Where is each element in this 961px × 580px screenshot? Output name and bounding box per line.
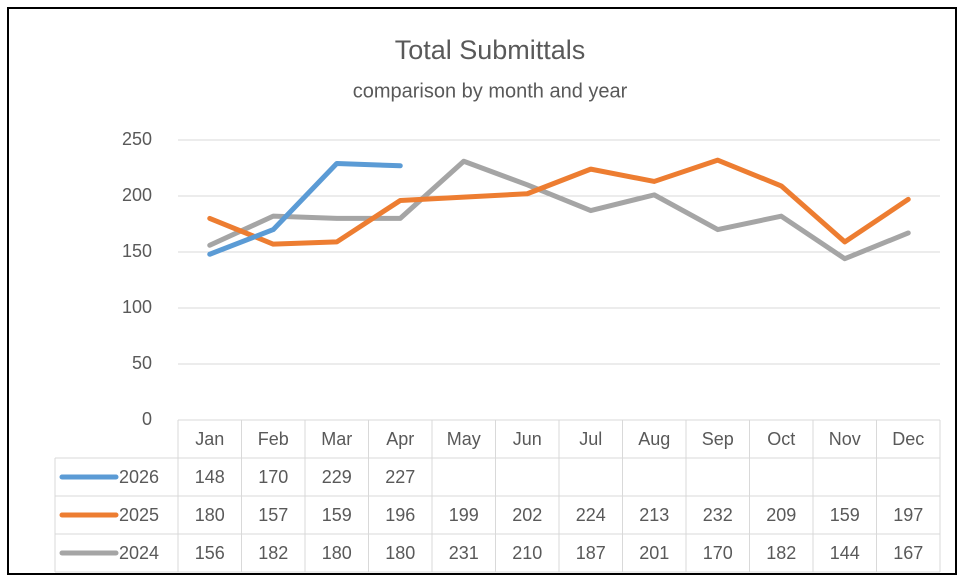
table-value: 199 bbox=[449, 505, 479, 525]
x-tick-label: Feb bbox=[258, 429, 289, 449]
table-value: 202 bbox=[512, 505, 542, 525]
table-value: 227 bbox=[385, 467, 415, 487]
y-tick-label: 150 bbox=[122, 241, 152, 261]
table-value: 156 bbox=[195, 543, 225, 563]
series-line bbox=[207, 161, 403, 257]
chart-title: Total Submittals bbox=[395, 35, 586, 65]
table-value: 144 bbox=[830, 543, 860, 563]
chart-border bbox=[7, 7, 957, 575]
x-tick-label: Dec bbox=[892, 429, 924, 449]
chart-subtitle: comparison by month and year bbox=[353, 80, 628, 102]
table-value: 180 bbox=[385, 543, 415, 563]
x-tick-label: May bbox=[447, 429, 481, 449]
table-value: 187 bbox=[576, 543, 606, 563]
table-value: 210 bbox=[512, 543, 542, 563]
table-value: 209 bbox=[766, 505, 796, 525]
y-tick-label: 100 bbox=[122, 297, 152, 317]
x-tick-label: Nov bbox=[829, 429, 861, 449]
table-value: 180 bbox=[195, 505, 225, 525]
table-value: 229 bbox=[322, 467, 352, 487]
table-value: 167 bbox=[893, 543, 923, 563]
table-value: 213 bbox=[639, 505, 669, 525]
x-tick-label: Mar bbox=[321, 429, 352, 449]
y-tick-label: 250 bbox=[122, 129, 152, 149]
table-value: 182 bbox=[766, 543, 796, 563]
series-line bbox=[207, 157, 911, 247]
y-tick-label: 0 bbox=[142, 409, 152, 429]
table-value: 182 bbox=[258, 543, 288, 563]
y-tick-label: 50 bbox=[132, 353, 152, 373]
table-value: 224 bbox=[576, 505, 606, 525]
legend-label: 2025 bbox=[119, 505, 159, 525]
x-tick-label: Jul bbox=[579, 429, 602, 449]
table-value: 197 bbox=[893, 505, 923, 525]
table-value: 148 bbox=[195, 467, 225, 487]
legend-label: 2026 bbox=[119, 467, 159, 487]
table-value: 159 bbox=[322, 505, 352, 525]
legend-label: 2024 bbox=[119, 543, 159, 563]
x-tick-label: Oct bbox=[767, 429, 795, 449]
table-value: 157 bbox=[258, 505, 288, 525]
table-value: 170 bbox=[258, 467, 288, 487]
x-tick-label: Jun bbox=[513, 429, 542, 449]
x-tick-label: Sep bbox=[702, 429, 734, 449]
x-tick-label: Aug bbox=[638, 429, 670, 449]
series-line bbox=[207, 158, 911, 262]
table-value: 159 bbox=[830, 505, 860, 525]
table-value: 170 bbox=[703, 543, 733, 563]
y-tick-label: 200 bbox=[122, 185, 152, 205]
table-value: 201 bbox=[639, 543, 669, 563]
table-value: 180 bbox=[322, 543, 352, 563]
table-value: 231 bbox=[449, 543, 479, 563]
table-value: 232 bbox=[703, 505, 733, 525]
x-tick-label: Jan bbox=[195, 429, 224, 449]
table-value: 196 bbox=[385, 505, 415, 525]
x-tick-label: Apr bbox=[386, 429, 414, 449]
